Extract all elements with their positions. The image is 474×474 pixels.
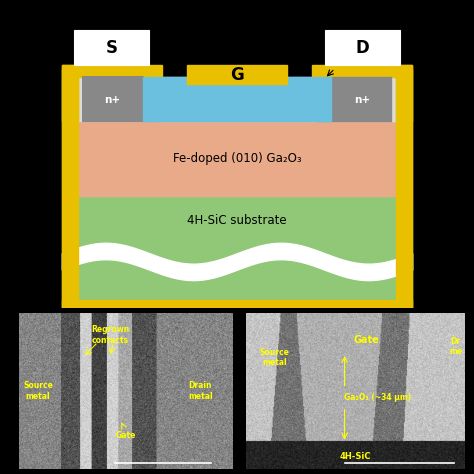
Bar [62,65,162,77]
Bar [62,196,412,308]
Polygon shape [316,77,392,121]
Bar [396,65,412,121]
Bar [396,69,412,308]
Text: n+: n+ [354,95,370,105]
Text: Regrown
contacts: Regrown contacts [91,326,130,345]
Polygon shape [82,77,158,121]
Text: D: D [355,39,369,57]
Bar [62,69,78,308]
Text: MOVPE-grown Si-doped Ga₂O₃: MOVPE-grown Si-doped Ga₂O₃ [148,92,326,106]
Bar [312,65,412,77]
Text: Fe-doped (010) Ga₂O₃: Fe-doped (010) Ga₂O₃ [173,152,301,165]
Text: Source
metal: Source metal [23,382,53,401]
Text: Dr
me: Dr me [449,337,462,356]
Text: Drain
metal: Drain metal [188,382,212,401]
Bar [62,121,412,196]
Bar [187,65,287,84]
Text: n+: n+ [104,95,120,105]
Bar [325,30,400,65]
Text: S: S [106,39,118,57]
Text: Gate: Gate [354,335,379,345]
Text: Ga₂O₃ (~34 μm): Ga₂O₃ (~34 μm) [344,393,411,402]
Bar [143,77,331,121]
Text: Gate: Gate [116,431,136,440]
Text: 4H-SiC: 4H-SiC [340,453,371,462]
Text: Source
metal: Source metal [260,348,290,367]
Bar [74,30,149,65]
Bar [62,300,412,308]
Text: 4H-SiC substrate: 4H-SiC substrate [187,214,287,227]
Text: G: G [230,66,244,84]
Bar [62,77,412,121]
Bar [62,65,78,121]
